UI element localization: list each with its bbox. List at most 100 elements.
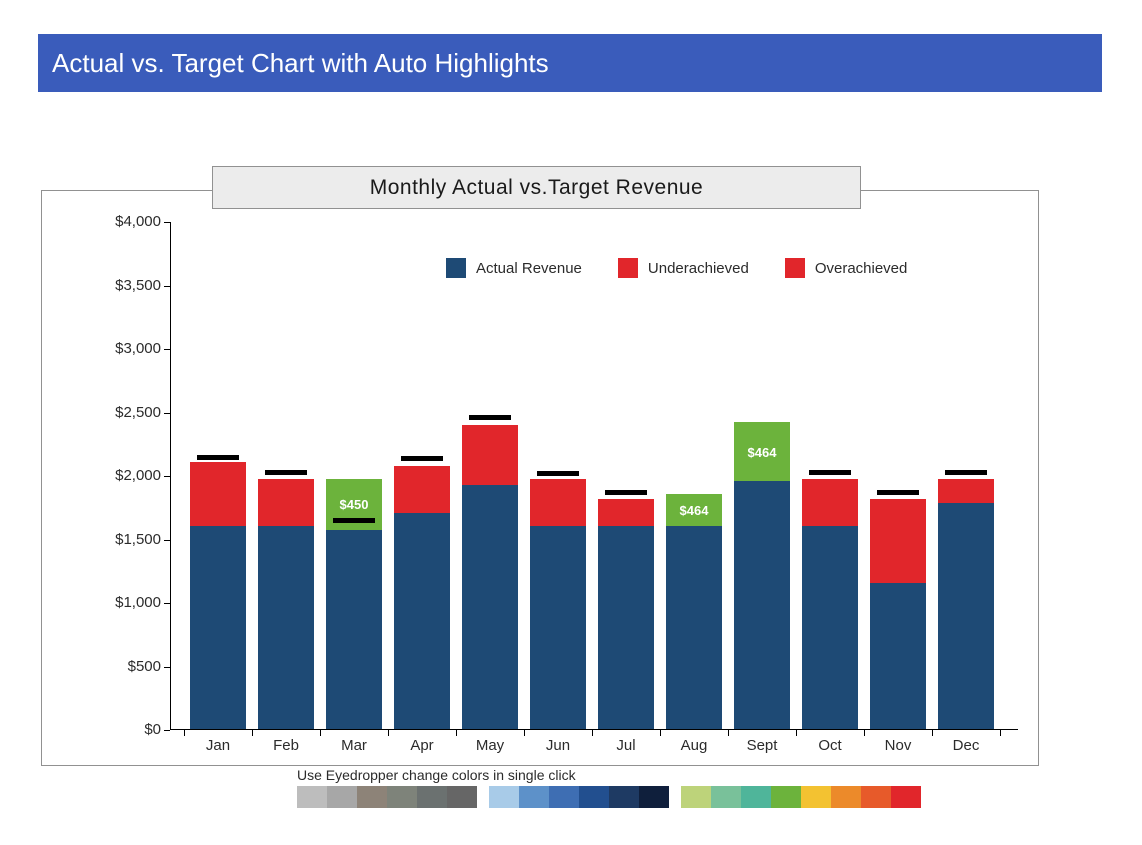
palette-swatch[interactable] [741, 786, 771, 808]
legend: Actual RevenueUnderachievedOverachieved [446, 258, 931, 278]
palette-swatch[interactable] [489, 786, 519, 808]
bar-segment-actual [734, 481, 790, 729]
bar [598, 499, 654, 729]
palette-row [297, 786, 921, 808]
palette-swatch[interactable] [387, 786, 417, 808]
palette-gap [477, 786, 489, 808]
x-tick [728, 730, 729, 736]
y-axis-label: $500 [71, 658, 161, 675]
x-tick [388, 730, 389, 736]
palette-swatch[interactable] [639, 786, 669, 808]
palette-swatch[interactable] [831, 786, 861, 808]
bar-segment-actual [938, 503, 994, 729]
palette-swatch[interactable] [771, 786, 801, 808]
y-axis-label: $1,500 [71, 531, 161, 548]
bar [258, 479, 314, 729]
bar-segment-actual [530, 526, 586, 729]
y-tick [164, 349, 170, 350]
bar: $450 [326, 479, 382, 729]
bar [938, 479, 994, 729]
bar: $464 [734, 422, 790, 729]
bar [462, 425, 518, 729]
bar-value-label: $464 [734, 445, 790, 460]
palette-caption: Use Eyedropper change colors in single c… [297, 767, 576, 783]
x-tick [524, 730, 525, 736]
bar-segment-actual [802, 526, 858, 729]
bar-segment-actual [394, 513, 450, 729]
x-tick [796, 730, 797, 736]
x-axis-label: Mar [326, 737, 382, 754]
x-axis-label: Nov [870, 737, 926, 754]
target-marker [265, 470, 307, 475]
x-axis-label: Feb [258, 737, 314, 754]
x-tick [456, 730, 457, 736]
bar [394, 466, 450, 729]
y-axis-label: $4,000 [71, 213, 161, 230]
y-tick [164, 476, 170, 477]
y-tick [164, 603, 170, 604]
x-axis-label: Apr [394, 737, 450, 754]
bar [802, 479, 858, 729]
y-axis-label: $3,500 [71, 277, 161, 294]
bar-segment-under [870, 499, 926, 583]
x-axis-label: Sept [734, 737, 790, 754]
palette-swatch[interactable] [519, 786, 549, 808]
legend-swatch [785, 258, 805, 278]
target-marker [401, 456, 443, 461]
bar-segment-under [462, 425, 518, 485]
palette-swatch[interactable] [891, 786, 921, 808]
x-axis-label: Jan [190, 737, 246, 754]
target-marker [197, 455, 239, 460]
palette-swatch[interactable] [417, 786, 447, 808]
palette-swatch[interactable] [711, 786, 741, 808]
palette-swatch[interactable] [297, 786, 327, 808]
y-axis [170, 222, 171, 730]
x-tick [1000, 730, 1001, 736]
target-marker [605, 490, 647, 495]
palette-swatch[interactable] [549, 786, 579, 808]
bar [870, 499, 926, 729]
legend-item: Actual Revenue [446, 258, 582, 278]
x-axis-label: Dec [938, 737, 994, 754]
palette-gap [669, 786, 681, 808]
x-axis-label: Jul [598, 737, 654, 754]
y-axis-label: $0 [71, 721, 161, 738]
y-axis-label: $2,000 [71, 467, 161, 484]
bar: $464 [666, 494, 722, 729]
x-tick [660, 730, 661, 736]
x-axis [170, 729, 1018, 730]
palette-swatch[interactable] [579, 786, 609, 808]
legend-swatch [618, 258, 638, 278]
bar-segment-under [938, 479, 994, 503]
palette-swatch[interactable] [357, 786, 387, 808]
y-tick [164, 540, 170, 541]
bar-segment-actual [666, 526, 722, 729]
palette-swatch[interactable] [681, 786, 711, 808]
bar-value-label: $450 [326, 497, 382, 512]
bar-segment-actual [462, 485, 518, 729]
page-title: Actual vs. Target Chart with Auto Highli… [52, 48, 549, 79]
plot-area: $0$500$1,000$1,500$2,000$2,500$3,000$3,5… [170, 222, 1023, 730]
bar-segment-under [802, 479, 858, 526]
chart-title: Monthly Actual vs.Target Revenue [370, 176, 704, 200]
palette-swatch[interactable] [447, 786, 477, 808]
target-marker [537, 471, 579, 476]
palette-swatch[interactable] [327, 786, 357, 808]
target-marker [877, 490, 919, 495]
bar-segment-actual [598, 526, 654, 729]
legend-swatch [446, 258, 466, 278]
bar-segment-actual [870, 583, 926, 729]
bar-segment-under [190, 462, 246, 526]
bar-segment-under [530, 479, 586, 526]
x-tick [864, 730, 865, 736]
bar [530, 479, 586, 729]
palette-swatch[interactable] [609, 786, 639, 808]
y-tick [164, 730, 170, 731]
palette-swatch[interactable] [801, 786, 831, 808]
target-marker [469, 415, 511, 420]
palette-swatch[interactable] [861, 786, 891, 808]
x-axis-label: Aug [666, 737, 722, 754]
legend-item: Overachieved [785, 258, 908, 278]
target-marker [945, 470, 987, 475]
y-tick [164, 667, 170, 668]
